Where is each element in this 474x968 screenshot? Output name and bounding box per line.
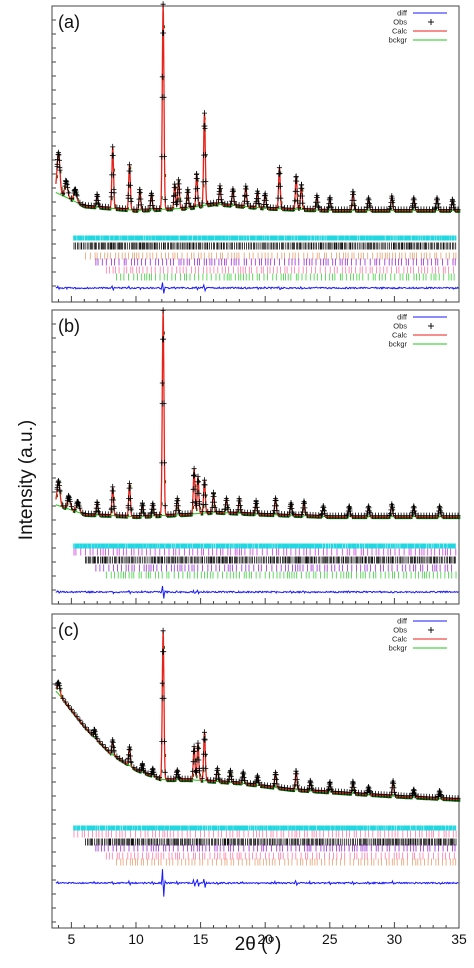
phase-ticks-violet xyxy=(95,564,452,572)
panel-frame xyxy=(51,309,460,605)
panel-label: (b) xyxy=(58,316,80,336)
phase-ticks-pink xyxy=(105,266,454,274)
phase-ticks-pink xyxy=(105,852,455,860)
x-tick-label: 30 xyxy=(387,931,403,947)
background-points xyxy=(56,25,461,213)
panel-frame xyxy=(51,613,460,929)
x-tick-label: 25 xyxy=(322,931,338,947)
phase-ticks-violet xyxy=(95,844,456,852)
phase-ticks-violet xyxy=(95,258,456,266)
legend-label: diff xyxy=(397,313,408,322)
phase-ticks-cyan xyxy=(73,235,457,241)
phase-ticks-pink xyxy=(73,830,457,838)
panel-label: (a) xyxy=(58,12,80,32)
legend-label: bckgr xyxy=(389,36,408,45)
phase-ticks-black xyxy=(85,556,456,564)
legend-label: bckgr xyxy=(389,644,408,653)
phase-ticks-orange xyxy=(85,252,457,260)
phase-ticks-black xyxy=(73,242,457,250)
diff-curve xyxy=(55,585,459,599)
phase-ticks-green xyxy=(116,273,455,281)
legend-label: Calc xyxy=(392,27,407,36)
diff-curve xyxy=(55,869,459,897)
phase-ticks-black xyxy=(85,838,457,846)
legend-label: Calc xyxy=(392,331,407,340)
phase-ticks-cyan xyxy=(73,825,457,831)
obs-markers xyxy=(54,1,461,213)
x-axis-title: 2θ (°) xyxy=(235,934,282,955)
phase-ticks-green xyxy=(105,571,457,579)
x-tick-label: 10 xyxy=(128,931,144,947)
phase-ticks-orange xyxy=(116,858,457,866)
legend-label: Obs xyxy=(393,322,407,331)
x-tick-label: 5 xyxy=(67,931,75,947)
background-points xyxy=(56,331,461,520)
diff-curve xyxy=(55,282,459,294)
phase-ticks-cyan xyxy=(73,543,456,549)
phase-ticks-magenta xyxy=(73,548,457,556)
panel-frame xyxy=(51,5,460,303)
x-tick-label: 20 xyxy=(257,931,273,947)
legend-label: Obs xyxy=(393,626,407,635)
x-tick-label: 35 xyxy=(451,931,467,947)
legend-label: Calc xyxy=(392,635,407,644)
legend-label: Obs xyxy=(393,18,407,27)
obs-markers xyxy=(54,307,461,519)
obs-markers xyxy=(54,627,461,802)
legend-label: diff xyxy=(397,617,408,626)
legend-label: diff xyxy=(397,9,408,18)
panel-label: (c) xyxy=(58,620,79,640)
legend-label: bckgr xyxy=(389,340,408,349)
y-axis-title: Intensity (a.u.) xyxy=(16,420,37,540)
x-tick-label: 15 xyxy=(193,931,209,947)
